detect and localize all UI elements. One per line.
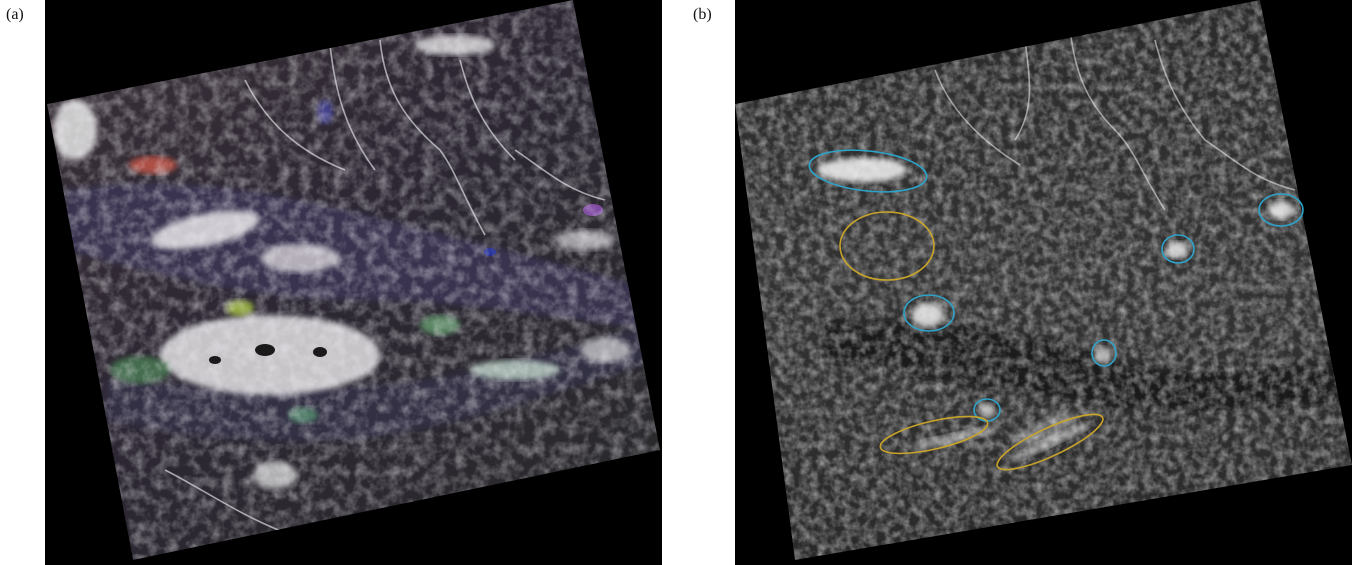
yellow-highlight-ellipse — [996, 413, 1104, 471]
panel-b-label: (b) — [693, 6, 712, 23]
yellow-highlight-ellipse — [879, 415, 989, 455]
panel-b-grayscale-image — [735, 0, 1352, 565]
panel-a-image-svg — [45, 0, 662, 565]
yellow-highlight-ellipse — [839, 211, 935, 281]
blue-highlight-ellipse — [1091, 339, 1117, 367]
blue-highlight-ellipse — [808, 149, 928, 193]
panel-a-label: (a) — [6, 6, 24, 23]
blue-highlight-ellipse — [1258, 193, 1304, 227]
panel-a-terrain — [47, 0, 660, 560]
panel-b-annotations — [808, 149, 1304, 471]
blue-highlight-ellipse — [903, 294, 955, 332]
blue-highlight-ellipse — [1161, 234, 1195, 264]
panel-a-satellite-image — [45, 0, 662, 565]
panel-b-terrain — [735, 0, 1352, 560]
panel-b-image-svg — [735, 0, 1352, 565]
